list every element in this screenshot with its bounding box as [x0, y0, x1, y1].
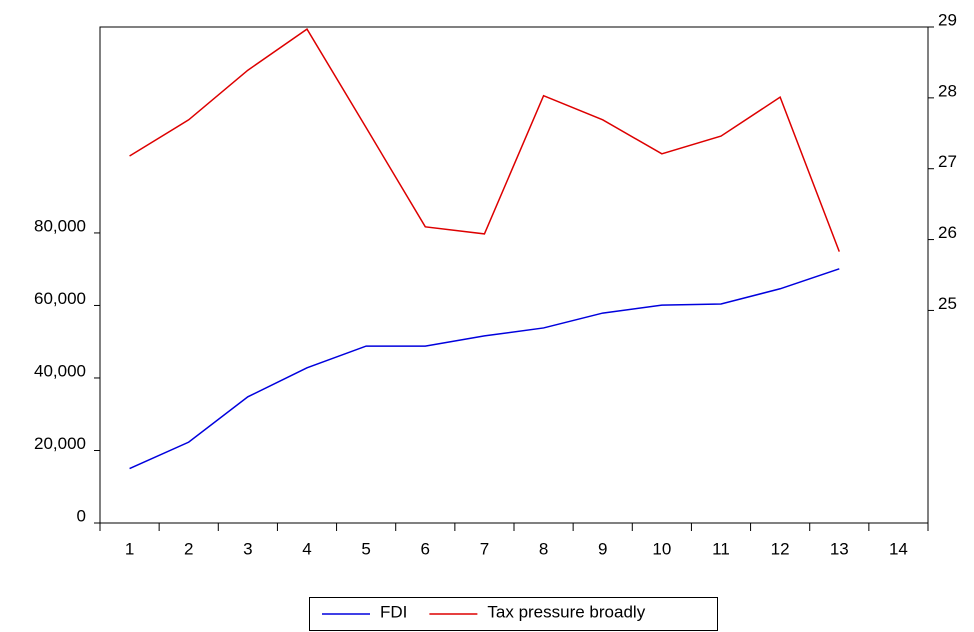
legend-box — [309, 597, 718, 631]
x-tick-label: 12 — [771, 539, 790, 558]
x-tick-label: 3 — [243, 539, 252, 558]
x-tick-label: 8 — [539, 539, 548, 558]
legend-label: Tax pressure broadly — [487, 602, 645, 621]
y-tick-label: 60,000 — [34, 289, 86, 308]
series-line — [129, 268, 840, 470]
plot-frame — [99, 26, 929, 524]
x-tick-label: 13 — [830, 539, 849, 558]
y-tick-label: 20,000 — [34, 434, 86, 453]
x-tick-label: 6 — [421, 539, 430, 558]
x-tick-label: 4 — [302, 539, 311, 558]
x-tick-label: 9 — [598, 539, 607, 558]
series-line — [129, 28, 840, 252]
x-tick-label: 5 — [361, 539, 370, 558]
legend-label: FDI — [380, 602, 407, 621]
x-tick-label: 11 — [712, 539, 730, 558]
x-tick-label: 14 — [889, 539, 908, 558]
y2-tick-label: 25 — [938, 294, 957, 313]
x-tick-label: 1 — [125, 539, 134, 558]
y2-tick-label: 29 — [938, 10, 957, 29]
y2-tick-label: 28 — [938, 81, 957, 100]
y-tick-label: 0 — [77, 506, 86, 525]
x-tick-label: 10 — [652, 539, 671, 558]
y2-tick-label: 27 — [938, 152, 957, 171]
x-tick-label: 7 — [480, 539, 489, 558]
y-tick-label: 40,000 — [34, 361, 86, 380]
x-tick-label: 2 — [184, 539, 193, 558]
y2-tick-label: 26 — [938, 223, 957, 242]
y-tick-label: 80,000 — [34, 216, 86, 235]
